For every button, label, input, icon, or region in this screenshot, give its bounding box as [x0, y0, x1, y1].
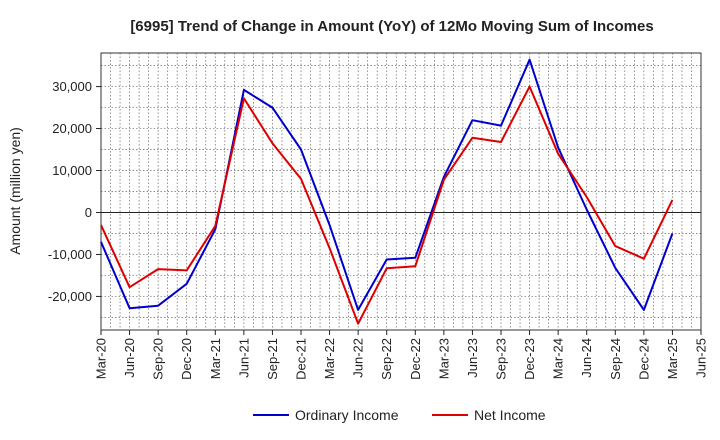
y-axis-label: Amount (million yen) [7, 127, 23, 255]
x-tick-label: Sep-24 [608, 338, 623, 380]
x-axis: Mar-20 Jun-20 Sep-20 Dec-20 Mar-21 Jun-21 Sep-… [94, 330, 709, 380]
x-tick-label: Jun-21 [236, 338, 251, 378]
series-line-ordinary-income [100, 58, 674, 311]
x-tick-label: Jun-23 [465, 338, 480, 378]
x-tick-label: Mar-25 [665, 338, 680, 379]
series-group [100, 58, 674, 325]
x-tick-label: Mar-24 [551, 338, 566, 379]
y-tick-label: 20,000 [52, 121, 92, 136]
x-tick-label: Jun-22 [351, 338, 366, 378]
x-tick-label: Jun-25 [694, 338, 709, 378]
x-tick-label: Mar-22 [322, 338, 337, 379]
x-tick-label: Dec-22 [408, 338, 423, 380]
legend-label: Net Income [474, 407, 546, 423]
y-tick-label: 10,000 [52, 163, 92, 178]
y-tick-label: 0 [85, 205, 92, 220]
x-tick-label: Sep-21 [265, 338, 280, 380]
y-tick-label: -20,000 [48, 289, 92, 304]
x-tick-label: Sep-20 [151, 338, 166, 380]
plot-frame [100, 52, 702, 331]
x-tick-label: Dec-21 [294, 338, 309, 380]
x-tick-label: Jun-20 [122, 338, 137, 378]
grid [101, 53, 701, 330]
series-line-net-income [100, 85, 674, 325]
x-tick-label: Dec-20 [179, 338, 194, 380]
x-tick-label: Dec-24 [636, 338, 651, 380]
legend-label: Ordinary Income [295, 407, 399, 423]
legend: Ordinary Income Net Income [253, 407, 546, 423]
y-axis: -20,000 -10,000 0 10,000 20,000 30,000 [48, 79, 101, 304]
x-tick-label: Dec-23 [522, 338, 537, 380]
y-tick-label: -10,000 [48, 247, 92, 262]
x-tick-label: Jun-24 [579, 338, 594, 378]
x-tick-label: Sep-23 [494, 338, 509, 380]
x-tick-label: Mar-23 [436, 338, 451, 379]
chart-title: [6995] Trend of Change in Amount (YoY) o… [130, 18, 653, 35]
x-tick-label: Mar-20 [94, 338, 109, 379]
y-tick-label: 30,000 [52, 79, 92, 94]
x-tick-label: Sep-22 [379, 338, 394, 380]
x-tick-label: Mar-21 [208, 338, 223, 379]
